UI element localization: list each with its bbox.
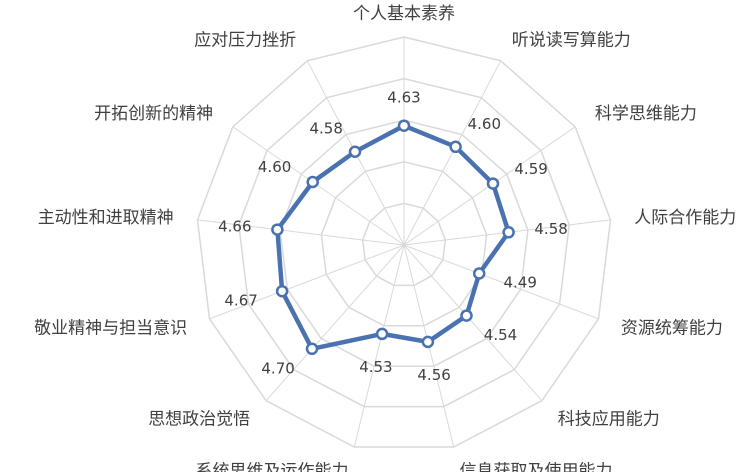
data-label-12: 4.58	[309, 120, 342, 138]
data-label-6: 4.56	[417, 366, 450, 384]
data-label-4: 4.49	[504, 274, 537, 292]
category-label-10: 主动性和进取精神	[38, 208, 174, 228]
category-label-0: 个人基本素养	[353, 4, 455, 24]
data-point-8	[305, 342, 319, 356]
spoke-11	[232, 126, 405, 246]
category-label-3: 人际合作能力	[634, 208, 736, 228]
data-point-12	[348, 145, 362, 158]
data-point-9	[275, 284, 289, 298]
data-label-10: 4.66	[218, 218, 251, 236]
category-label-8: 思想政治觉悟	[148, 410, 250, 430]
data-point-3	[502, 226, 515, 239]
radar-labels: 个人基本素养听说读写算能力科学思维能力人际合作能力资源统筹能力科技应用能力信息获…	[34, 4, 736, 472]
category-label-9: 敬业精神与担当意识	[34, 318, 187, 338]
series-line-0	[275, 123, 511, 352]
data-label-5: 4.54	[484, 326, 517, 344]
data-label-9: 4.67	[224, 291, 257, 309]
grid-ring-2	[320, 161, 488, 327]
spoke-9	[209, 244, 405, 320]
spoke-7	[353, 244, 405, 448]
spoke-1	[403, 60, 502, 246]
grid-ring-5	[196, 36, 612, 448]
grid-ring-3	[279, 119, 529, 367]
data-point-11	[306, 175, 319, 189]
data-point-2	[486, 177, 500, 190]
grid-ring-4	[238, 77, 570, 408]
data-label-11: 4.60	[258, 158, 291, 176]
data-label-0: 4.63	[387, 89, 420, 107]
data-label-3: 4.58	[534, 220, 567, 238]
spoke-10	[197, 219, 405, 246]
category-label-11: 开拓创新的精神	[94, 104, 213, 124]
data-point-7	[375, 327, 389, 341]
data-point-4	[472, 267, 486, 280]
data-label-8: 4.70	[261, 359, 294, 377]
category-label-12: 应对压力挫折	[194, 31, 296, 51]
data-point-1	[449, 140, 462, 154]
data-point-6	[421, 335, 435, 349]
spoke-4	[403, 244, 599, 320]
data-point-10	[271, 223, 284, 236]
category-label-2: 科学思维能力	[595, 104, 697, 124]
radar-series	[271, 119, 515, 356]
grid-ring-1	[361, 202, 447, 287]
data-label-2: 4.59	[514, 160, 547, 178]
data-point-0	[397, 119, 411, 132]
data-label-7: 4.53	[359, 358, 392, 376]
category-label-1: 听说读写算能力	[512, 31, 631, 51]
spoke-8	[265, 244, 405, 402]
category-label-7: 系统思维及运作能力	[196, 461, 349, 472]
category-label-6: 信息获取及使用能力	[460, 460, 613, 472]
data-point-5	[460, 309, 473, 322]
data-label-1: 4.60	[468, 115, 501, 133]
category-label-4: 资源统筹能力	[621, 318, 723, 338]
category-label-5: 科技应用能力	[558, 410, 660, 430]
spoke-5	[403, 244, 543, 402]
